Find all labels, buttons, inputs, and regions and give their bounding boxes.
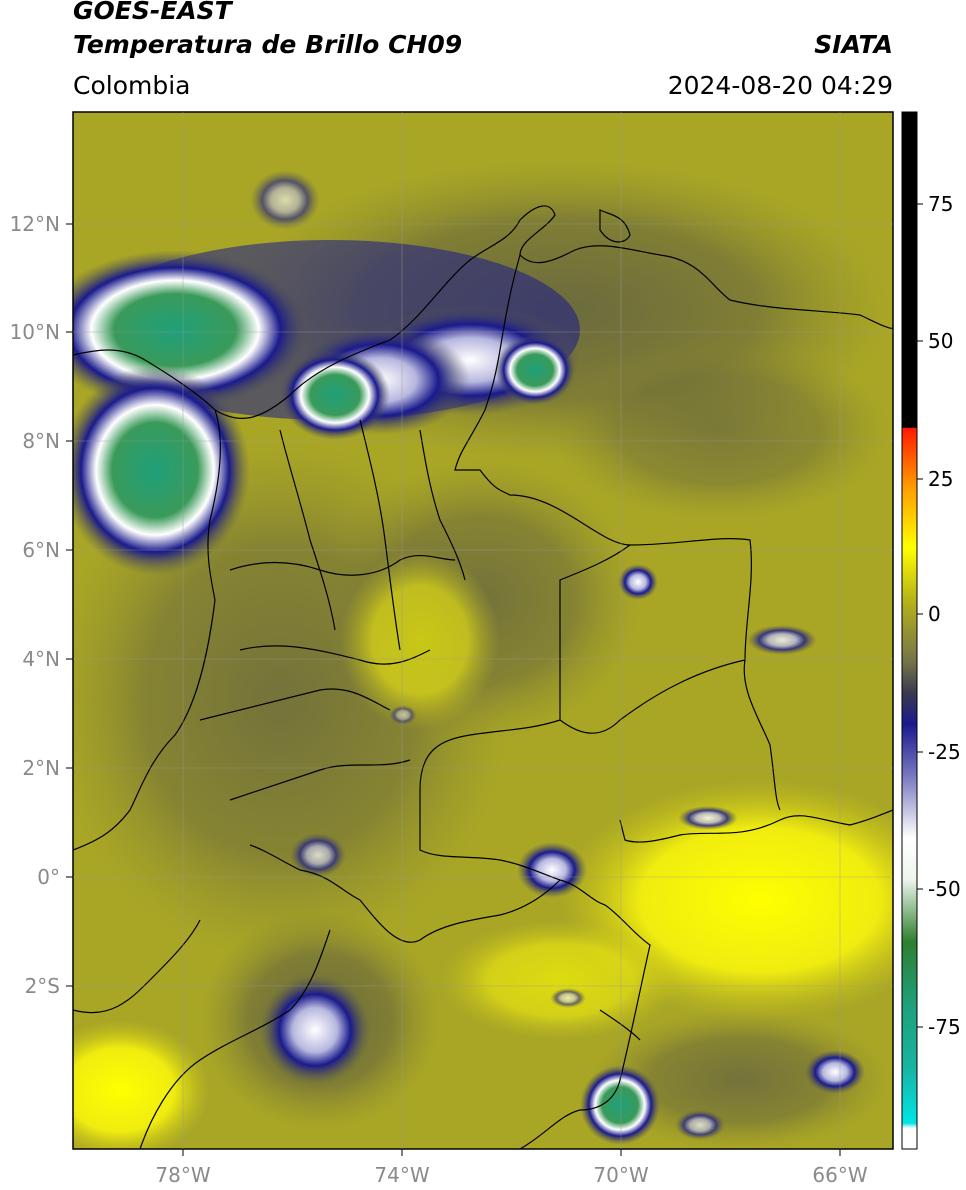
borders — [73, 205, 893, 1149]
colorbar-label: 75 — [928, 192, 953, 216]
region-label: Colombia — [73, 71, 191, 100]
graticule: 12°N 10°N 8°N 6°N 4°N 2°N 0° 2°S 78°W 74°W 70°W 66°… — [10, 112, 893, 1187]
colorbar-label: -50 — [928, 877, 961, 901]
colorbar-label: -75 — [928, 1015, 961, 1039]
colorbar: 75 50 25 0 -25 -50 -75 — [901, 111, 961, 1150]
lat-label: 12°N — [10, 212, 60, 236]
colorbar-label: -25 — [928, 740, 961, 764]
lat-label: 10°N — [10, 320, 60, 344]
lon-label: 70°W — [593, 1163, 648, 1187]
lat-label: 2°S — [25, 974, 60, 998]
lon-label: 66°W — [812, 1163, 867, 1187]
lon-label: 78°W — [155, 1163, 210, 1187]
lat-label: 4°N — [22, 647, 60, 671]
colorbar-label: 50 — [928, 329, 953, 353]
colorbar-label: 25 — [928, 467, 953, 491]
colorbar-label: 0 — [928, 602, 941, 626]
timestamp-label: 2024-08-20 04:29 — [667, 71, 893, 100]
lat-label: 6°N — [22, 538, 60, 562]
lon-label: 74°W — [374, 1163, 429, 1187]
lat-label: 8°N — [22, 429, 60, 453]
brand-label: SIATA — [814, 30, 893, 59]
colorbar-ticks: 75 50 25 0 -25 -50 -75 — [917, 192, 961, 1039]
colorbar-ramp — [901, 111, 918, 1150]
brightness-field — [73, 112, 893, 1149]
lat-label: 0° — [37, 865, 60, 889]
lat-label: 2°N — [22, 756, 60, 780]
title-satellite: GOES-EAST — [73, 0, 232, 25]
title-product: Temperatura de Brillo CH09 — [73, 30, 463, 59]
map-frame — [72, 111, 894, 1150]
